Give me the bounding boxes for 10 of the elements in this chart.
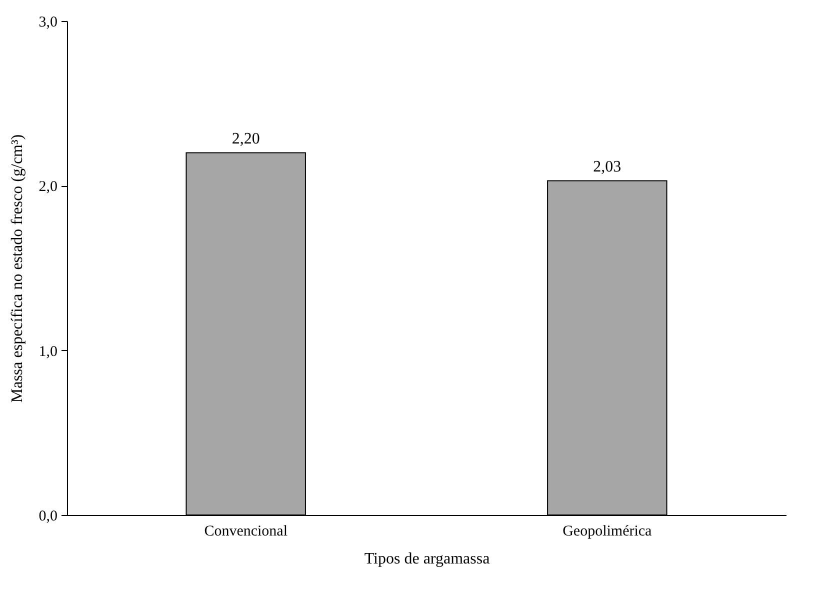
x-tick-label: Geopolimérica [562,524,652,540]
y-tick-label: 0,0 [38,508,58,524]
y-tick-label: 2,0 [38,179,58,196]
y-tick-label: 1,0 [38,344,58,360]
y-axis-title: Massa específica no estado fresco (g/cm³) [8,134,26,403]
x-tick-label: Convencional [204,524,288,540]
x-axis-title: Tipos de argamassa [364,550,490,568]
data-label: 2,20 [232,130,260,148]
data-label: 2,03 [593,158,622,176]
y-tick-label: 3,0 [38,14,58,30]
